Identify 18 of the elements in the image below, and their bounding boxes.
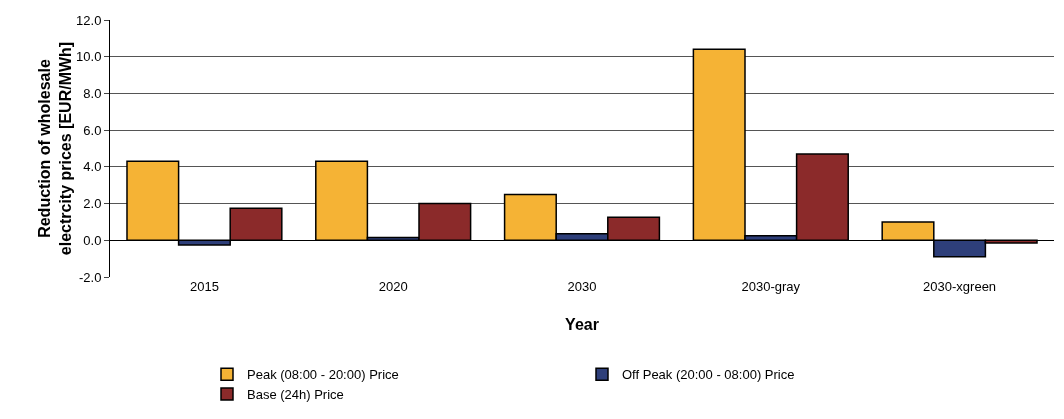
- x-tick-label: 2020: [378, 279, 408, 294]
- x-tick-label: 2030-xgreen: [923, 279, 997, 294]
- x-axis-title: Year: [565, 315, 599, 333]
- y-tick-label: 10.0: [76, 49, 102, 65]
- legend-label: Off Peak (20:00 - 08:00) Price: [622, 367, 795, 383]
- y-tick-label: 6.0: [83, 122, 102, 138]
- x-tick-label: 2030: [567, 279, 597, 294]
- y-tick-label: 0.0: [83, 232, 102, 248]
- y-tick-label: 4.0: [83, 159, 102, 175]
- y-tick-label: 2.0: [83, 196, 102, 212]
- legend-label: Peak (08:00 - 20:00) Price: [247, 367, 399, 383]
- y-tick-label: -2.0: [78, 269, 102, 285]
- y-axis-title: Reduction of wholesale electrcity prices [EUR/MWh]: [36, 41, 75, 256]
- y-tick-label: 12.0: [76, 12, 102, 28]
- y-tick-label: 8.0: [83, 85, 102, 101]
- legend-label: Base (24h) Price: [247, 387, 344, 403]
- x-tick-label: 2030-gray: [741, 279, 801, 294]
- x-tick-label: 2015: [189, 279, 219, 294]
